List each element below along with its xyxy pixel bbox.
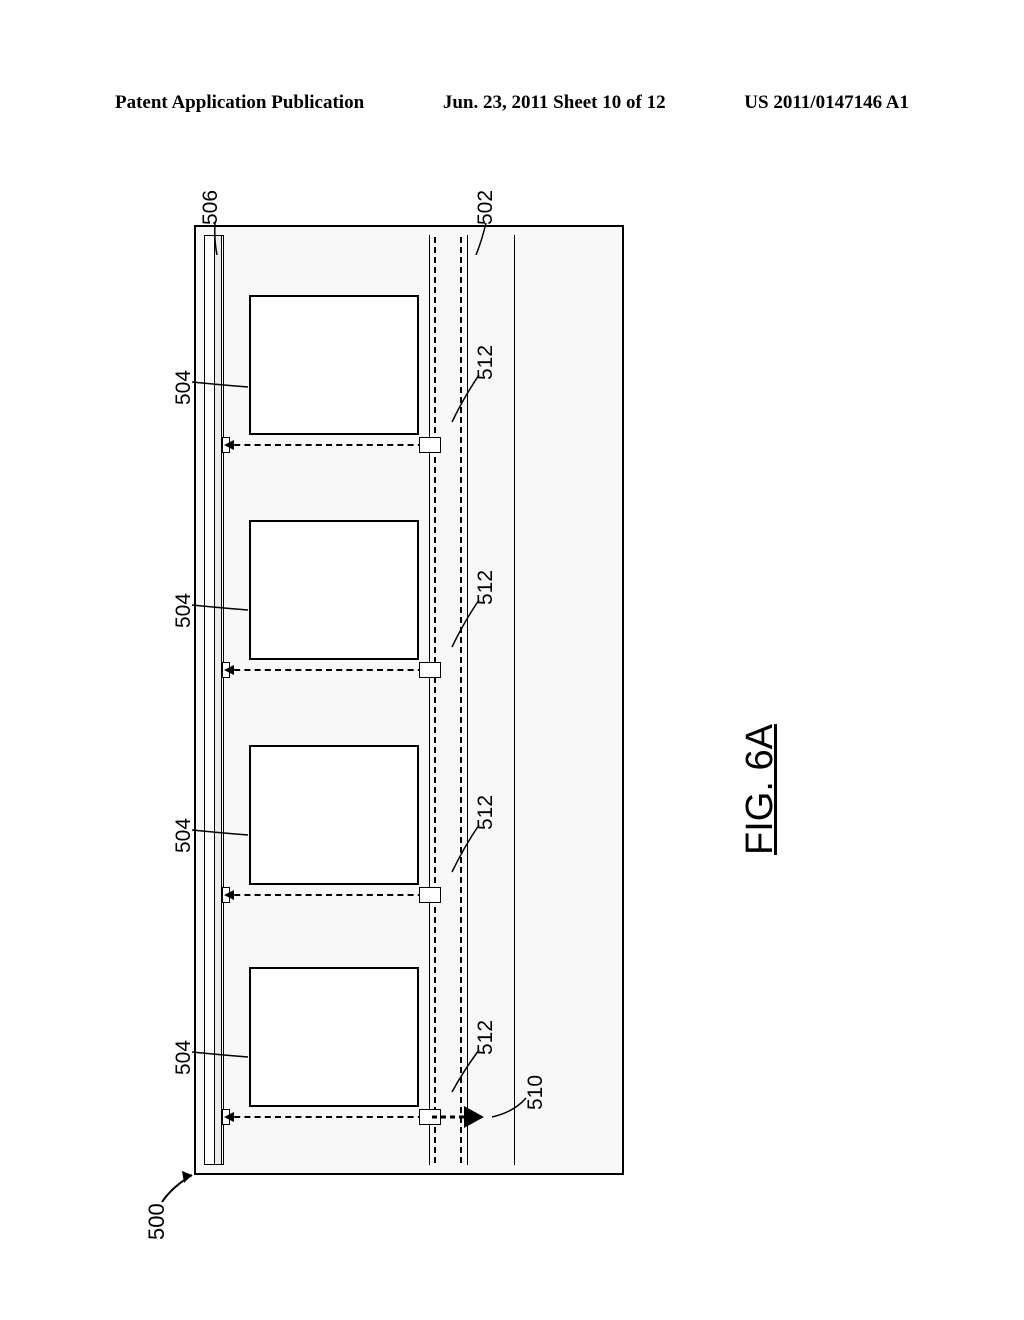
header-left: Patent Application Publication: [115, 92, 364, 114]
leader-512-icon: [449, 820, 484, 875]
figure-area: FIG. 6A 500: [104, 155, 920, 1275]
ref-500: 500: [144, 1203, 170, 1240]
connector-512: [224, 1109, 434, 1125]
block-504: [249, 520, 419, 660]
block-504: [249, 967, 419, 1107]
connector-512: [224, 662, 434, 678]
block-504: [249, 745, 419, 885]
leader-506-icon: [212, 220, 222, 255]
leader-504-icon: [192, 1040, 250, 1060]
figure-label: FIG. 6A: [739, 724, 782, 855]
flow-arrow-icon: [432, 1100, 487, 1130]
header-right: US 2011/0147146 A1: [744, 92, 909, 114]
bottom-platform: [514, 235, 619, 1165]
leader-512-icon: [449, 595, 484, 650]
leader-512-icon: [449, 370, 484, 425]
leader-502-icon: [474, 220, 492, 255]
block-504: [249, 295, 419, 435]
connector-512: [224, 437, 434, 453]
leader-512-icon: [449, 1045, 484, 1095]
figure-drawing: 500: [154, 185, 674, 1225]
leader-504-icon: [192, 818, 250, 838]
header-center: Jun. 23, 2011 Sheet 10 of 12: [443, 92, 666, 114]
leader-504-icon: [192, 593, 250, 613]
leader-504-icon: [192, 370, 250, 390]
track-top-line: [429, 235, 430, 1165]
connector-512: [224, 887, 434, 903]
ref-500-leader-icon: [154, 1165, 199, 1205]
leader-510-icon: [489, 1090, 529, 1120]
page-header: Patent Application Publication Jun. 23, …: [115, 92, 909, 114]
